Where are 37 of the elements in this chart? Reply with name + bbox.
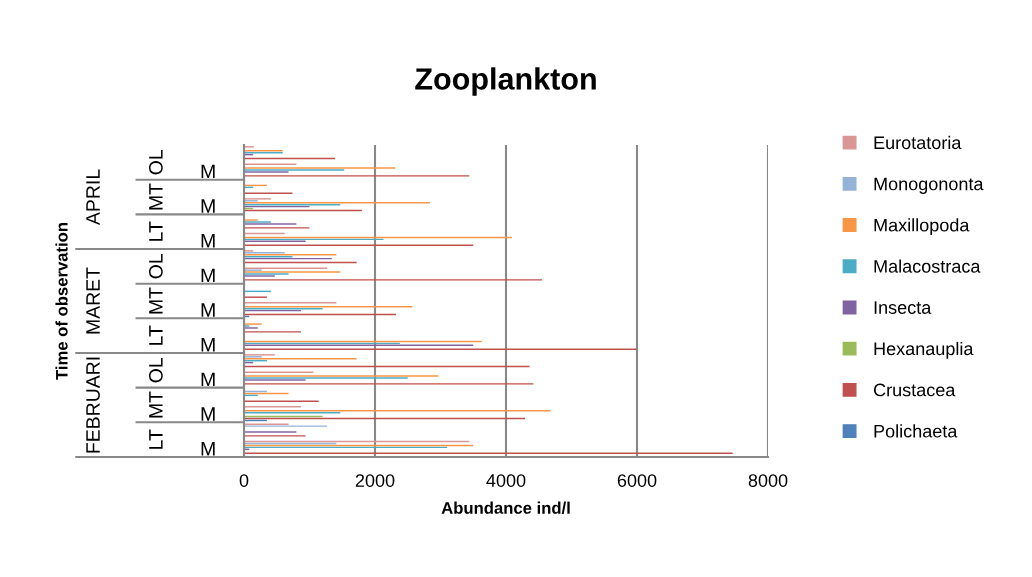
- y-tick-label: M: [201, 234, 215, 248]
- y-tick-label: M: [201, 303, 215, 317]
- x-tick-label: 2000: [355, 474, 395, 487]
- text: MT: [149, 287, 163, 314]
- y-tick-label: M: [201, 407, 215, 421]
- legend-label: Maxillopoda: [874, 218, 970, 236]
- y-tick-label: M: [201, 338, 215, 352]
- text: MT: [149, 391, 163, 418]
- y-tick-label: M: [201, 164, 215, 179]
- y-tick-label: M: [201, 268, 215, 283]
- text: LT: [149, 325, 163, 345]
- legend-label: Malacostraca: [874, 259, 981, 273]
- y-tick-label: M: [201, 199, 215, 213]
- chart-title: Zooplankton: [415, 67, 596, 96]
- legend-label: Crustacea: [873, 383, 956, 397]
- y-tick-label: M: [201, 442, 215, 456]
- legend-label: Insecta: [874, 301, 932, 314]
- text: Time of observation: [55, 222, 68, 380]
- x-tick-label: 6000: [617, 474, 657, 487]
- text: OL: [148, 150, 163, 175]
- x-tick-label: 0: [239, 474, 249, 487]
- text: OL: [148, 358, 163, 383]
- text: LT: [149, 221, 163, 241]
- x-tick-label: 8000: [748, 474, 788, 487]
- legend-label: Monogononta: [874, 177, 984, 194]
- text: MARET: [86, 267, 100, 334]
- legend-label: Hexanauplia: [874, 341, 974, 359]
- legend-label: Eurotatoria: [874, 135, 962, 150]
- legend-label: Polichaeta: [874, 424, 958, 438]
- text: LT: [149, 429, 163, 449]
- text: OL: [148, 254, 163, 279]
- text: FEBRUARI: [86, 357, 100, 453]
- y-tick-label: M: [201, 372, 215, 387]
- text: APRIL: [86, 169, 100, 226]
- x-axis-title: Abundance ind/l: [441, 501, 570, 515]
- x-tick-label: 4000: [486, 474, 526, 487]
- text: MT: [149, 183, 163, 210]
